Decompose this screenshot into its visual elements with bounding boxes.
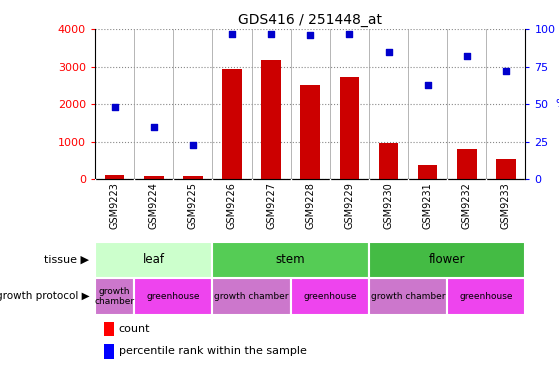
Point <box>462 53 471 59</box>
Text: growth chamber: growth chamber <box>371 292 446 301</box>
Bar <box>379 143 399 179</box>
Text: tissue ▶: tissue ▶ <box>44 255 89 265</box>
Text: count: count <box>119 324 150 334</box>
Bar <box>457 149 477 179</box>
Point <box>306 32 315 38</box>
Text: GSM9233: GSM9233 <box>501 183 511 229</box>
Bar <box>340 77 359 179</box>
Point <box>267 31 276 37</box>
Text: percentile rank within the sample: percentile rank within the sample <box>119 346 306 356</box>
Text: greenhouse: greenhouse <box>303 292 357 301</box>
Bar <box>369 242 525 278</box>
Bar <box>418 165 438 179</box>
Bar <box>183 176 203 179</box>
Bar <box>144 176 164 179</box>
Text: GSM9232: GSM9232 <box>462 183 472 229</box>
Bar <box>369 278 447 315</box>
Bar <box>134 278 212 315</box>
Text: growth
chamber: growth chamber <box>94 287 135 306</box>
Text: flower: flower <box>429 253 466 266</box>
Text: GSM9227: GSM9227 <box>266 183 276 229</box>
Title: GDS416 / 251448_at: GDS416 / 251448_at <box>238 13 382 27</box>
Text: GSM9226: GSM9226 <box>227 183 237 229</box>
Text: GSM9230: GSM9230 <box>383 183 394 229</box>
Bar <box>212 278 291 315</box>
Text: growth protocol ▶: growth protocol ▶ <box>0 291 89 302</box>
Point <box>501 68 510 74</box>
Bar <box>496 159 516 179</box>
Point <box>149 124 158 130</box>
Bar <box>105 175 125 179</box>
Bar <box>95 278 134 315</box>
Text: GSM9224: GSM9224 <box>149 183 159 229</box>
Bar <box>301 85 320 179</box>
Y-axis label: %: % <box>556 99 559 109</box>
Text: GSM9228: GSM9228 <box>305 183 315 229</box>
Text: GSM9223: GSM9223 <box>110 183 120 229</box>
Text: stem: stem <box>276 253 305 266</box>
Text: leaf: leaf <box>143 253 165 266</box>
Point <box>345 31 354 37</box>
Bar <box>291 278 369 315</box>
Bar <box>447 278 525 315</box>
Point <box>384 49 393 55</box>
Bar <box>103 322 115 336</box>
Text: growth chamber: growth chamber <box>214 292 289 301</box>
Text: greenhouse: greenhouse <box>459 292 513 301</box>
Point <box>423 82 432 88</box>
Point <box>110 104 119 110</box>
Text: GSM9231: GSM9231 <box>423 183 433 229</box>
Bar <box>103 344 115 359</box>
Text: greenhouse: greenhouse <box>146 292 200 301</box>
Point <box>188 142 197 148</box>
Bar <box>262 60 281 179</box>
Text: GSM9225: GSM9225 <box>188 183 198 229</box>
Bar <box>222 69 242 179</box>
Bar <box>95 242 212 278</box>
Bar <box>212 242 369 278</box>
Point <box>228 31 236 37</box>
Text: GSM9229: GSM9229 <box>344 183 354 229</box>
